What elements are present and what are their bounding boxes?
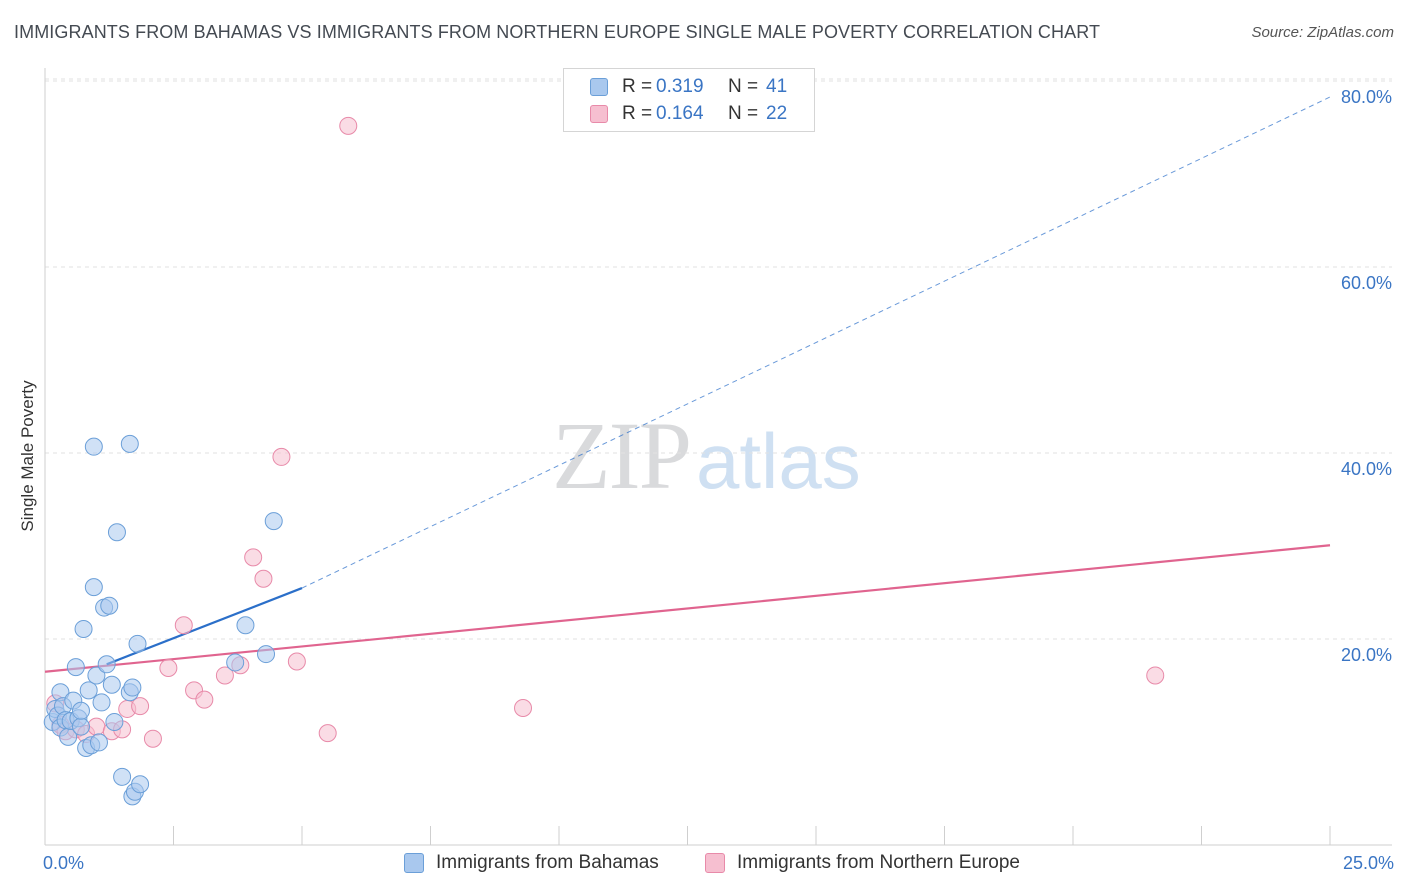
data-point-bahamas <box>100 596 119 615</box>
data-point-bahamas <box>74 619 93 638</box>
data-point-bahamas <box>84 578 103 597</box>
data-point-bahamas <box>97 655 116 674</box>
tick-labels: 20.0% 40.0% 60.0% 80.0% 0.0% 25.0% <box>43 87 1394 873</box>
data-point-bahamas <box>71 717 90 736</box>
data-point-northern-europe <box>131 697 150 716</box>
legend-n-value: 41 <box>766 76 788 97</box>
legend-n-label: N = <box>728 76 759 97</box>
trend-lines <box>44 96 1331 673</box>
data-point-northern-europe <box>244 548 263 567</box>
legend-r-label: R = <box>622 103 653 124</box>
data-point-bahamas <box>120 434 139 453</box>
data-point-northern-europe <box>254 569 273 588</box>
legend-row-bahamas: R = 0.319 N = 41 <box>590 76 787 98</box>
data-point-northern-europe <box>318 724 337 743</box>
legend-r-value: 0.319 <box>656 76 704 97</box>
legend-item-bahamas[interactable]: Immigrants from Bahamas <box>404 852 659 874</box>
source-label: Source: ZipAtlas.com <box>1251 24 1394 41</box>
data-point-northern-europe <box>339 116 358 135</box>
data-point-northern-europe <box>195 690 214 709</box>
legend-swatch-pink <box>705 853 725 873</box>
data-point-bahamas <box>84 437 103 456</box>
x-tick-label: 25.0% <box>1343 853 1394 873</box>
data-point-bahamas <box>264 512 283 531</box>
data-point-bahamas <box>102 675 121 694</box>
trend-line-bahamas-extrapolated <box>301 96 1331 589</box>
data-point-northern-europe <box>143 729 162 748</box>
data-point-bahamas <box>71 701 90 720</box>
y-tick-label: 40.0% <box>1341 459 1392 479</box>
legend-n-value: 22 <box>766 103 788 124</box>
data-point-northern-europe <box>287 652 306 671</box>
data-point-bahamas <box>107 523 126 542</box>
points-northern-europe <box>46 116 1165 748</box>
y-axis-label: Single Male Poverty <box>18 380 37 532</box>
points-bahamas <box>43 434 283 806</box>
legend-swatch-blue <box>590 78 608 96</box>
legend-r-label: R = <box>622 76 653 97</box>
legend-n-label: N = <box>728 103 759 124</box>
legend-r-value: 0.164 <box>656 103 704 124</box>
legend-item-northern-europe[interactable]: Immigrants from Northern Europe <box>705 852 1020 874</box>
data-point-bahamas <box>92 693 111 712</box>
data-point-northern-europe <box>1146 666 1165 685</box>
legend-label-bahamas: Immigrants from Bahamas <box>436 852 659 873</box>
trend-line-northern-europe <box>44 544 1331 673</box>
data-point-northern-europe <box>159 659 178 678</box>
data-point-northern-europe <box>514 699 533 718</box>
legend-swatch-blue <box>404 853 424 873</box>
legend-row-northern-europe: R = 0.164 N = 22 <box>590 103 787 125</box>
data-point-bahamas <box>226 653 245 672</box>
y-tick-label: 20.0% <box>1341 645 1392 665</box>
data-point-bahamas <box>87 666 106 685</box>
x-tick-label: 0.0% <box>43 853 84 873</box>
legend-box: R = 0.319 N = 41 R = 0.164 N = 22 <box>563 68 815 132</box>
data-point-bahamas <box>105 712 124 731</box>
data-point-bahamas <box>113 767 132 786</box>
legend-swatch-pink <box>590 105 608 123</box>
y-tick-label: 80.0% <box>1341 87 1392 107</box>
y-tick-label: 60.0% <box>1341 273 1392 293</box>
data-point-bahamas <box>79 681 98 700</box>
data-point-northern-europe <box>272 447 291 466</box>
data-point-bahamas <box>123 678 142 697</box>
data-point-bahamas <box>257 645 276 664</box>
data-point-northern-europe <box>87 717 106 736</box>
data-point-bahamas <box>128 634 147 653</box>
chart-title: IMMIGRANTS FROM BAHAMAS VS IMMIGRANTS FR… <box>14 22 1101 42</box>
data-point-bahamas <box>66 658 85 677</box>
legend-label-northern-europe: Immigrants from Northern Europe <box>737 852 1020 873</box>
data-point-bahamas <box>89 733 108 752</box>
data-point-northern-europe <box>174 616 193 635</box>
data-point-bahamas <box>236 616 255 635</box>
axes <box>44 68 1392 846</box>
data-point-bahamas <box>131 775 150 794</box>
data-point-northern-europe <box>215 666 234 685</box>
